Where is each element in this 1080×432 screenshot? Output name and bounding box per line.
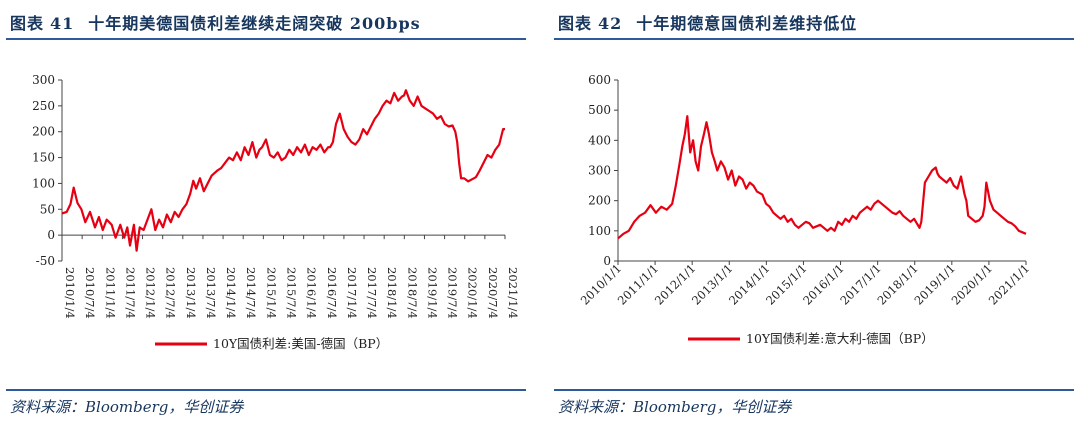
y-tick-label: 600 — [588, 73, 611, 87]
title-rule — [554, 38, 1074, 40]
x-tick-label: 2010/1/4 — [63, 267, 77, 319]
y-tick-label: 400 — [588, 133, 611, 147]
y-tick-label: 300 — [32, 73, 55, 87]
x-tick-label: 2020/1/4 — [466, 267, 480, 319]
x-tick-label: 2019/1/4 — [425, 267, 439, 319]
figure-caption: 十年期美德国债利差继续走阔突破 200bps — [88, 14, 421, 33]
y-tick-label: 300 — [588, 164, 611, 178]
y-tick-label: 100 — [32, 176, 55, 190]
title-rule — [6, 38, 526, 40]
legend-label: 10Y国债利差:意大利-德国（BP） — [746, 331, 934, 346]
x-tick-label: 2018/7/4 — [405, 267, 419, 319]
x-tick-label: 2013/7/4 — [204, 267, 218, 319]
y-tick-label: 200 — [32, 125, 55, 139]
y-tick-label: 150 — [32, 151, 55, 165]
y-tick-label: 0 — [47, 228, 55, 242]
x-tick-label: 2015/7/4 — [285, 267, 299, 319]
chart-panel-it-de: 图表 42 十年期德意国债利差维持低位 0 100 200 300 400 500 600 201… — [548, 0, 1080, 432]
x-tick-label: 2015/1/4 — [264, 267, 278, 319]
x-tick-label: 2018/1/4 — [385, 267, 399, 319]
x-tick-label: 2011/7/4 — [123, 267, 137, 319]
series-line — [617, 115, 1027, 240]
y-tick-label: 250 — [32, 99, 55, 113]
x-tick-label: 2014/7/4 — [244, 267, 258, 319]
figure-number: 41 — [50, 14, 75, 33]
x-tick-label: 2017/1/4 — [345, 267, 359, 319]
x-tick-label: 2016/1/4 — [305, 267, 319, 319]
bottom-rule — [554, 389, 1074, 391]
x-tick-label: 2021/1/1 — [986, 261, 1032, 307]
source-note: 资料来源：Bloomberg，华创证券 — [10, 398, 244, 416]
x-tick-label: 2011/1/4 — [103, 267, 117, 319]
x-tick-label: 2012/1/4 — [144, 267, 158, 319]
x-tick-label: 2020/7/4 — [486, 267, 500, 319]
line-chart-us-de-spread: -50 0 50 100 150 200 250 300 2010/1/4 2010/7/4 201… — [32, 73, 520, 351]
x-tick-label: 2013/1/4 — [184, 267, 198, 319]
x-tick-label: 2012/7/4 — [164, 267, 178, 319]
y-tick-label: 200 — [588, 194, 611, 208]
source-note: 资料来源：Bloomberg，华创证券 — [558, 398, 792, 416]
x-tick-label: 2019/7/4 — [446, 267, 460, 319]
figure-number: 42 — [598, 14, 623, 33]
line-chart-it-de-spread: 01002003004005006002010/1/12011/1/12012/… — [578, 73, 1032, 346]
y-tick-label: 500 — [588, 103, 611, 117]
figure-caption: 十年期德意国债利差维持低位 — [636, 14, 858, 33]
figure-label: 图表 — [558, 14, 593, 33]
legend-label: 10Y国债利差:美国-德国（BP） — [213, 336, 388, 351]
x-tick-label: 2010/7/4 — [83, 267, 97, 319]
bottom-rule — [6, 389, 526, 391]
x-tick-label: 2021/1/4 — [506, 267, 520, 319]
figure-label: 图表 — [10, 14, 45, 33]
x-tick-label: 2016/7/4 — [325, 267, 339, 319]
series-line — [61, 89, 505, 252]
x-tick-label: 2017/7/4 — [365, 267, 379, 319]
y-tick-label: 50 — [40, 202, 55, 216]
figure-title: 图表 41 十年期美德国债利差继续走阔突破 200bps — [10, 10, 421, 34]
x-tick-label: 2014/1/4 — [224, 267, 238, 319]
chart-panel-us-de: 图表 41 十年期美德国债利差继续走阔突破 200bps -50 0 50 100 150 2… — [0, 0, 532, 432]
figure-title: 图表 42 十年期德意国债利差维持低位 — [558, 10, 857, 34]
y-tick-label: 100 — [588, 224, 611, 238]
y-tick-label: -50 — [36, 254, 55, 268]
y-tick-label: 0 — [603, 254, 611, 268]
